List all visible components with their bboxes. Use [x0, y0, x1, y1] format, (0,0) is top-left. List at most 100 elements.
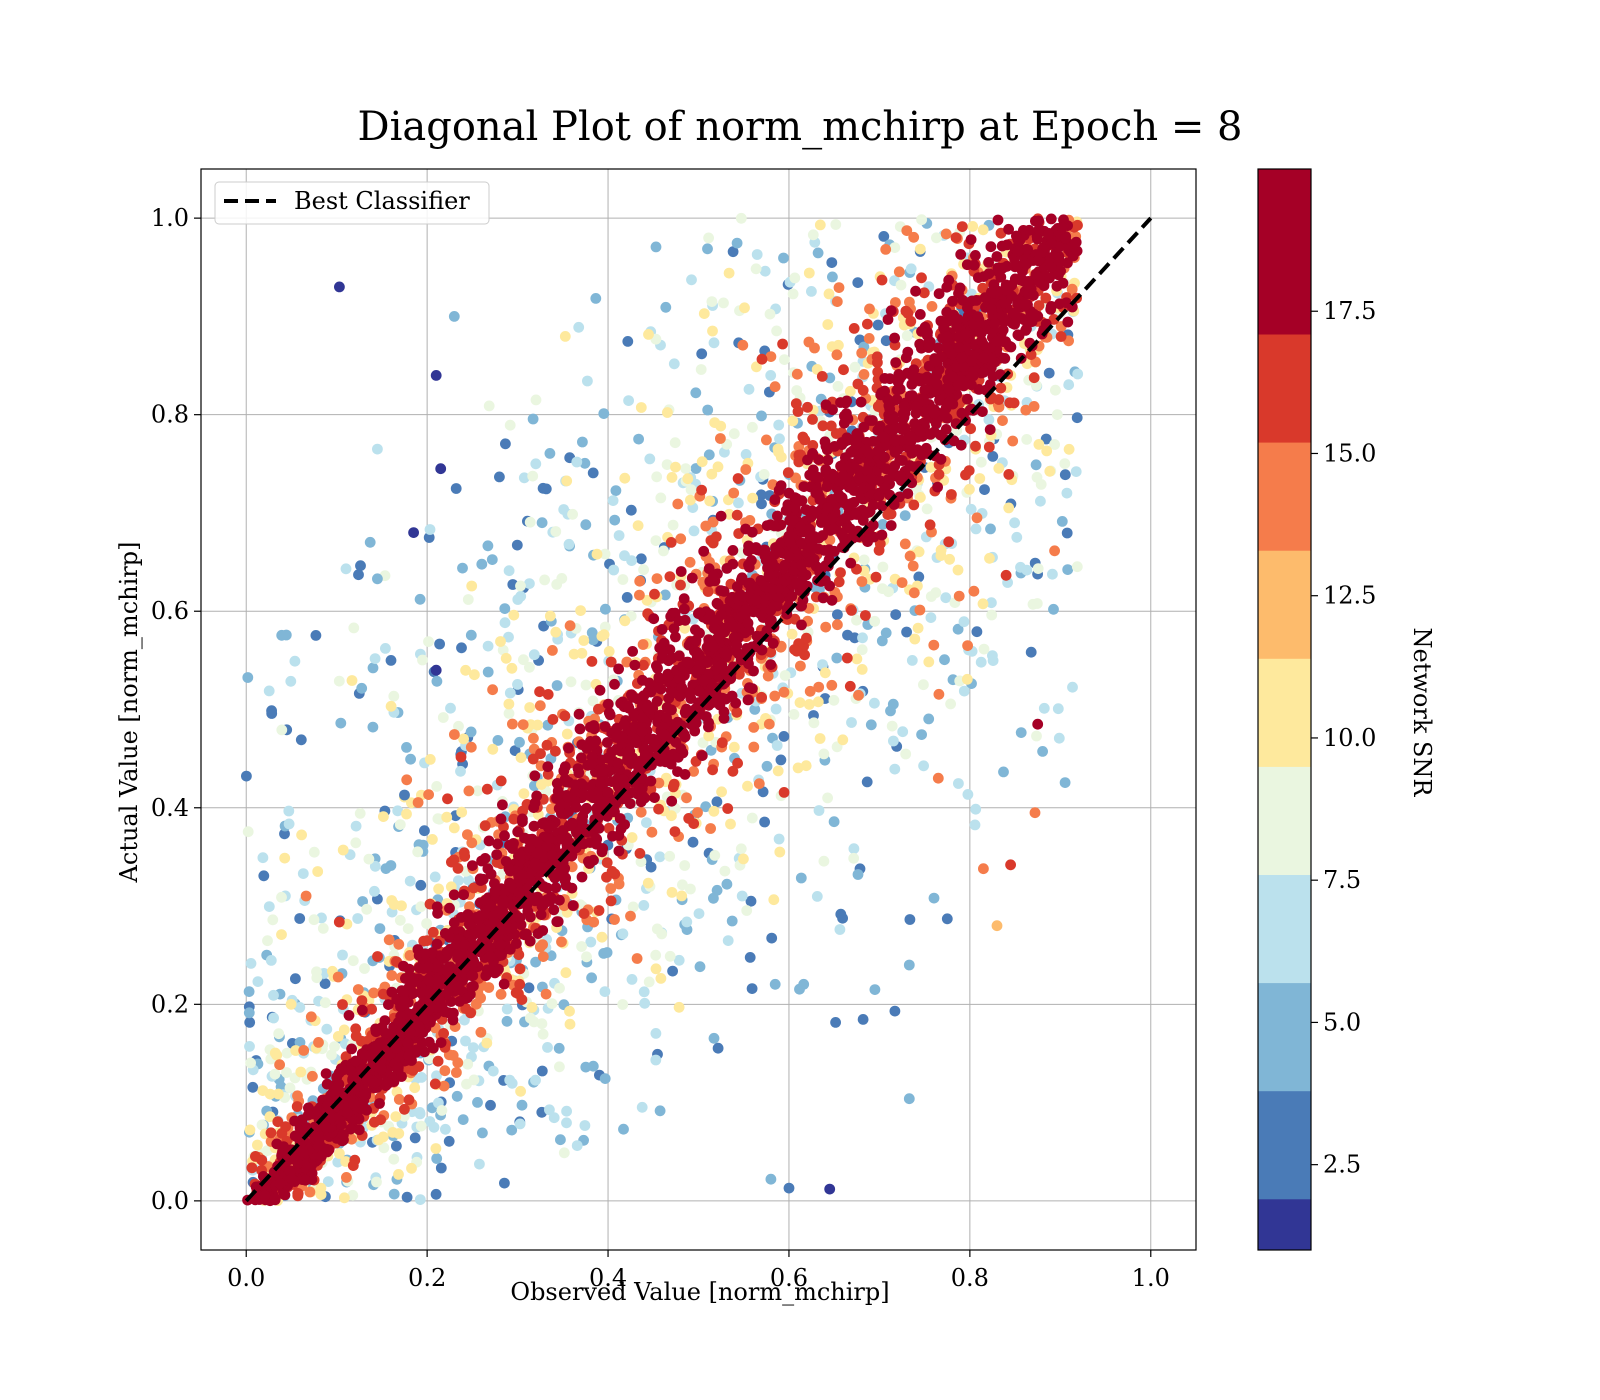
- scatter-point: [1031, 471, 1043, 483]
- scatter-point: [1030, 459, 1042, 471]
- scatter-point: [537, 1028, 549, 1040]
- scatter-point: [987, 655, 999, 666]
- scatter-point: [368, 987, 380, 999]
- scatter-point: [495, 813, 507, 825]
- scatter-point: [925, 461, 937, 473]
- scatter-point: [523, 982, 535, 994]
- scatter-point: [932, 772, 944, 784]
- scatter-point: [1028, 372, 1040, 384]
- scatter-point: [772, 765, 784, 777]
- scatter-point: [800, 760, 812, 772]
- scatter-point: [668, 623, 680, 634]
- scatter-point: [924, 519, 936, 531]
- scatter-point: [545, 950, 557, 962]
- scatter-point: [613, 878, 625, 890]
- scatter-point: [241, 770, 252, 782]
- scatter-point: [826, 257, 838, 268]
- scatter-point: [685, 494, 696, 506]
- scatter-point: [511, 539, 523, 551]
- scatter-point: [895, 279, 907, 291]
- scatter-point: [317, 923, 329, 934]
- scatter-point: [451, 1090, 463, 1102]
- scatter-point: [527, 470, 539, 482]
- scatter-point: [387, 1127, 399, 1138]
- scatter-point: [636, 1101, 648, 1113]
- scatter-point: [256, 1119, 268, 1131]
- scatter-point: [801, 632, 812, 644]
- scatter-point: [864, 303, 875, 315]
- scatter-point: [825, 420, 837, 432]
- scatter-point: [779, 354, 790, 365]
- scatter-point: [944, 553, 955, 565]
- scatter-point: [453, 720, 464, 732]
- scatter-point: [1059, 458, 1071, 469]
- scatter-point: [807, 440, 819, 451]
- scatter-point: [279, 1189, 291, 1201]
- scatter-point: [561, 1105, 572, 1117]
- scatter-point: [528, 732, 539, 744]
- scatter-point: [339, 1192, 350, 1204]
- scatter-point: [932, 481, 943, 493]
- scatter-point: [658, 729, 670, 741]
- scatter-point: [542, 761, 554, 773]
- scatter-point: [337, 949, 348, 961]
- scatter-point: [789, 272, 801, 284]
- scatter-point: [475, 1026, 487, 1038]
- scatter-point: [580, 1061, 592, 1073]
- scatter-point: [320, 1068, 332, 1079]
- scatter-point: [667, 965, 678, 977]
- scatter-point: [638, 659, 649, 671]
- scatter-point: [708, 1032, 720, 1044]
- scatter-point: [567, 817, 578, 829]
- scatter-point: [556, 573, 568, 584]
- scatter-point: [641, 817, 652, 828]
- scatter-point: [462, 1058, 474, 1070]
- scatter-point: [986, 304, 997, 315]
- scatter-point: [457, 562, 468, 574]
- scatter-point: [494, 471, 505, 483]
- scatter-point: [442, 793, 453, 805]
- scatter-point: [643, 329, 654, 340]
- scatter-point: [913, 571, 925, 583]
- scatter-point: [851, 653, 863, 665]
- scatter-point: [722, 803, 734, 814]
- scatter-point: [508, 609, 520, 621]
- scatter-point: [756, 691, 767, 703]
- scatter-point: [831, 652, 843, 664]
- scatter-point: [681, 916, 693, 928]
- scatter-point: [352, 984, 364, 995]
- scatter-point: [723, 267, 735, 279]
- scatter-point: [558, 504, 570, 515]
- scatter-point: [460, 1003, 472, 1014]
- scatter-point: [823, 288, 835, 300]
- scatter-point: [786, 628, 798, 640]
- scatter-point: [586, 656, 598, 667]
- scatter-point: [568, 648, 580, 660]
- scatter-point: [837, 912, 848, 924]
- scatter-point: [675, 566, 687, 577]
- scatter-point: [718, 297, 729, 309]
- scatter-point: [279, 828, 290, 840]
- scatter-point: [885, 305, 897, 317]
- scatter-point: [1059, 777, 1071, 788]
- scatter-point: [818, 748, 830, 760]
- scatter-point: [946, 489, 957, 500]
- scatter-point: [377, 1131, 389, 1143]
- scatter-point: [902, 488, 914, 499]
- scatter-point: [474, 1158, 485, 1170]
- scatter-point: [673, 954, 685, 966]
- scatter-point: [688, 766, 699, 777]
- scatter-point: [252, 1139, 263, 1151]
- scatter-point: [968, 259, 980, 271]
- scatter-point: [975, 456, 987, 468]
- scatter-point: [833, 576, 845, 588]
- scatter-point: [731, 509, 743, 521]
- scatter-point: [524, 702, 536, 713]
- scatter-point: [660, 301, 672, 313]
- scatter-point: [283, 805, 295, 817]
- scatter-point: [686, 572, 698, 584]
- scatter-point: [341, 1172, 352, 1183]
- scatter-point: [518, 654, 529, 666]
- scatter-point: [837, 734, 849, 746]
- scatter-point: [404, 875, 416, 887]
